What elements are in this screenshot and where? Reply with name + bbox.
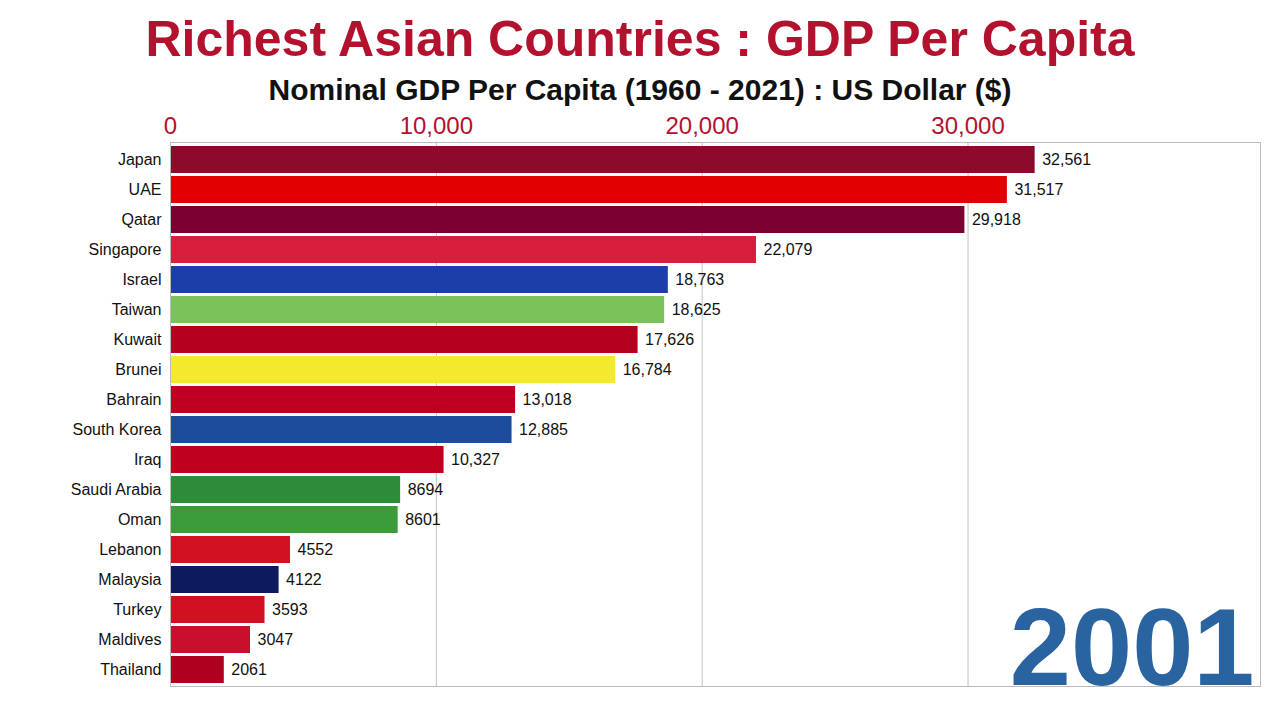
svg-text:4552: 4552 [298, 541, 334, 558]
svg-text:Iraq: Iraq [134, 451, 162, 468]
svg-text:32,561: 32,561 [1042, 151, 1091, 168]
svg-text:Israel: Israel [122, 271, 161, 288]
svg-text:Brunei: Brunei [115, 361, 161, 378]
svg-text:Kuwait: Kuwait [113, 331, 162, 348]
svg-text:10,000: 10,000 [400, 112, 473, 139]
svg-text:10,327: 10,327 [451, 451, 500, 468]
svg-text:Qatar: Qatar [121, 211, 162, 228]
svg-text:Maldives: Maldives [98, 631, 161, 648]
svg-text:Thailand: Thailand [100, 661, 161, 678]
svg-text:29,918: 29,918 [972, 211, 1021, 228]
svg-text:22,079: 22,079 [763, 241, 812, 258]
svg-text:16,784: 16,784 [623, 361, 672, 378]
svg-text:2061: 2061 [231, 661, 267, 678]
svg-text:Turkey: Turkey [113, 601, 161, 618]
svg-text:8601: 8601 [405, 511, 441, 528]
svg-text:30,000: 30,000 [931, 112, 1004, 139]
html-text:Nominal GDP Per Capita (1960 -: Nominal GDP Per Capita (1960 - 2021) : U… [268, 73, 1012, 106]
svg-text:Bahrain: Bahrain [106, 391, 161, 408]
svg-text:Japan: Japan [118, 151, 162, 168]
html-text:Richest Asian Countries : GDP: Richest Asian Countries : GDP Per Capita [145, 11, 1135, 67]
svg-text:Lebanon: Lebanon [99, 541, 161, 558]
svg-text:Taiwan: Taiwan [112, 301, 162, 318]
svg-text:South Korea: South Korea [73, 421, 162, 438]
svg-text:Saudi Arabia: Saudi Arabia [71, 481, 162, 498]
svg-text:18,625: 18,625 [672, 301, 721, 318]
svg-text:12,885: 12,885 [519, 421, 568, 438]
svg-text:20,000: 20,000 [666, 112, 739, 139]
svg-text:2001: 2001 [1010, 585, 1255, 701]
svg-text:8694: 8694 [408, 481, 444, 498]
svg-text:17,626: 17,626 [645, 331, 694, 348]
svg-text:UAE: UAE [129, 181, 162, 198]
svg-text:Singapore: Singapore [89, 241, 162, 258]
svg-text:3047: 3047 [258, 631, 294, 648]
svg-text:13,018: 13,018 [523, 391, 572, 408]
svg-text:3593: 3593 [272, 601, 308, 618]
svg-text:31,517: 31,517 [1014, 181, 1063, 198]
svg-text:4122: 4122 [286, 571, 322, 588]
svg-text:Oman: Oman [118, 511, 162, 528]
svg-text:18,763: 18,763 [675, 271, 724, 288]
svg-text:0: 0 [164, 112, 177, 139]
svg-text:Malaysia: Malaysia [98, 571, 161, 588]
